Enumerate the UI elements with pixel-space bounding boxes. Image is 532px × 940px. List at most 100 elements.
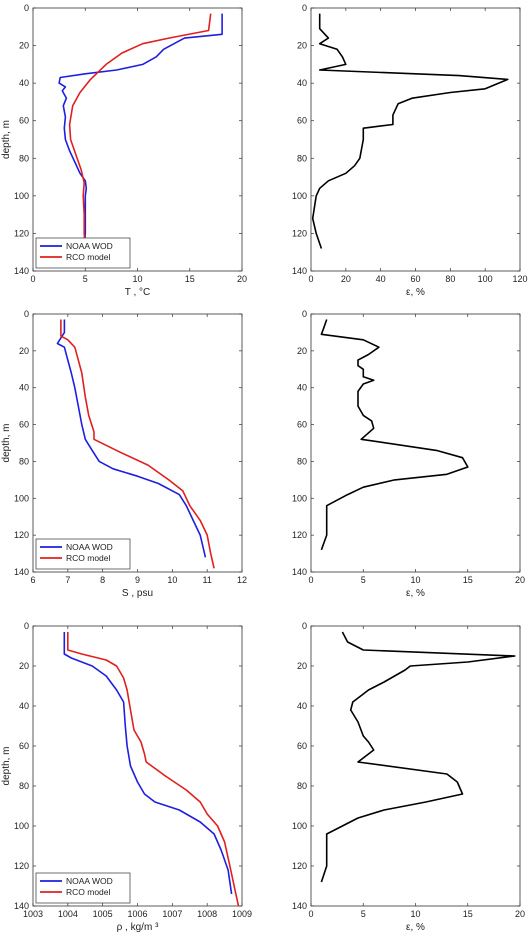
y-tick-label: 80	[297, 781, 307, 791]
y-tick-label: 140	[14, 901, 29, 911]
y-tick-label: 100	[292, 191, 307, 201]
y-tick-label: 40	[19, 701, 29, 711]
plot-frame	[32, 7, 243, 272]
x-axis-label: ε, %	[406, 922, 425, 933]
y-tick-label: 0	[24, 3, 29, 13]
y-tick-label: 60	[19, 116, 29, 126]
y-tick-label: 100	[14, 493, 29, 503]
series-group	[63, 632, 240, 906]
y-tick-label: 100	[292, 493, 307, 503]
y-tick-label: 120	[14, 861, 29, 871]
y-tick-label: 40	[19, 78, 29, 88]
y-tick-label: 80	[297, 456, 307, 466]
x-axis-label: T , °C	[125, 287, 150, 298]
series-line-noaa-wod	[58, 13, 223, 249]
y-tick-label: 60	[19, 741, 29, 751]
x-tick-label: 0	[308, 909, 313, 919]
plot-frame	[310, 625, 521, 907]
plot-frame	[32, 313, 243, 573]
x-tick-label: 120	[512, 274, 527, 284]
y-tick-label: 80	[19, 456, 29, 466]
y-tick-label: 100	[14, 191, 29, 201]
x-tick-label: 5	[361, 909, 366, 919]
legend-label: NOAA WOD	[66, 542, 113, 552]
series-line-error	[320, 631, 516, 883]
series-group	[56, 319, 215, 569]
plot-frame	[310, 313, 521, 573]
y-tick-label: 100	[14, 821, 29, 831]
x-tick-label: 5	[83, 274, 88, 284]
x-tick-label: 1008	[197, 909, 217, 919]
y-tick-label: 80	[19, 153, 29, 163]
x-tick-label: 1003	[23, 909, 43, 919]
y-tick-label: 0	[24, 309, 29, 319]
series-line-rco-model	[67, 632, 240, 906]
x-axis-label: ε, %	[406, 588, 425, 599]
x-tick-label: 11	[202, 575, 211, 585]
y-tick-label: 140	[292, 567, 307, 577]
x-tick-label: 10	[167, 575, 177, 585]
y-tick-label: 0	[302, 621, 307, 631]
series-line-rco-model	[60, 319, 215, 569]
series-line-noaa-wod	[56, 319, 207, 558]
panel-5: 1003 1004 1005 1006 1007 1008 1009 0 20 40 60 80 100…	[1, 621, 252, 933]
plot-frame	[32, 625, 243, 907]
panel-6: 0 5 10 15 20 0 20 40 60 80 100 120 140 ε, %	[292, 621, 525, 933]
x-tick-label: 0	[308, 274, 313, 284]
x-tick-label: 20	[237, 274, 247, 284]
x-tick-label: 40	[376, 274, 386, 284]
y-tick-label: 80	[19, 781, 29, 791]
plot-frame	[310, 7, 521, 272]
legend-box	[35, 872, 131, 904]
y-tick-label: 40	[297, 383, 307, 393]
y-axis-label: depth, m	[1, 747, 12, 786]
panel-2: 0 20 40 60 80 100 120 0 20 40 60 80 100 120 140 ε, %	[292, 3, 528, 298]
x-tick-label: 5	[361, 575, 366, 585]
x-tick-label: 9	[135, 575, 140, 585]
panel-1: 0 5 10 15 20 0 20 40 60 80 100 120 140 T , °C depth, m…	[1, 3, 247, 298]
y-tick-label: 120	[292, 228, 307, 238]
y-tick-label: 20	[297, 661, 307, 671]
y-axis-label: depth, m	[1, 120, 12, 159]
y-tick-label: 80	[297, 153, 307, 163]
series-group	[320, 631, 516, 883]
x-tick-label: 10	[132, 274, 142, 284]
x-tick-label: 20	[515, 575, 525, 585]
y-tick-label: 140	[14, 567, 29, 577]
series-line-error	[320, 319, 469, 551]
y-tick-label: 60	[297, 420, 307, 430]
x-tick-label: 0	[308, 575, 313, 585]
x-tick-label: 1005	[93, 909, 113, 919]
y-tick-label: 40	[297, 701, 307, 711]
x-axis-label: ρ , kg/m ³	[117, 922, 159, 933]
y-tick-label: 40	[297, 78, 307, 88]
x-tick-label: 1006	[127, 909, 147, 919]
series-line-noaa-wod	[63, 632, 233, 895]
y-axis-label: depth, m	[1, 424, 12, 463]
y-tick-label: 20	[19, 661, 29, 671]
x-tick-label: 1007	[162, 909, 182, 919]
x-tick-label: 15	[463, 575, 473, 585]
y-tick-label: 20	[297, 346, 307, 356]
x-tick-label: 20	[341, 274, 351, 284]
legend-label: NOAA WOD	[66, 241, 113, 251]
x-axis-label: S , psu	[122, 588, 153, 599]
series-line-rco-model	[68, 13, 212, 249]
panel-4: 0 5 10 15 20 0 20 40 60 80 100 120 140 ε, %	[292, 309, 525, 599]
y-tick-label: 140	[292, 901, 307, 911]
x-tick-label: 10	[410, 575, 420, 585]
y-tick-label: 40	[19, 383, 29, 393]
x-tick-label: 7	[65, 575, 70, 585]
y-tick-label: 20	[297, 41, 307, 51]
series-line-error	[311, 13, 509, 249]
legend-label: RCO model	[66, 887, 111, 897]
legend-label: NOAA WOD	[66, 876, 113, 886]
x-tick-label: 1004	[58, 909, 78, 919]
y-tick-label: 140	[292, 266, 307, 276]
y-tick-label: 60	[19, 420, 29, 430]
y-tick-label: 140	[14, 266, 29, 276]
